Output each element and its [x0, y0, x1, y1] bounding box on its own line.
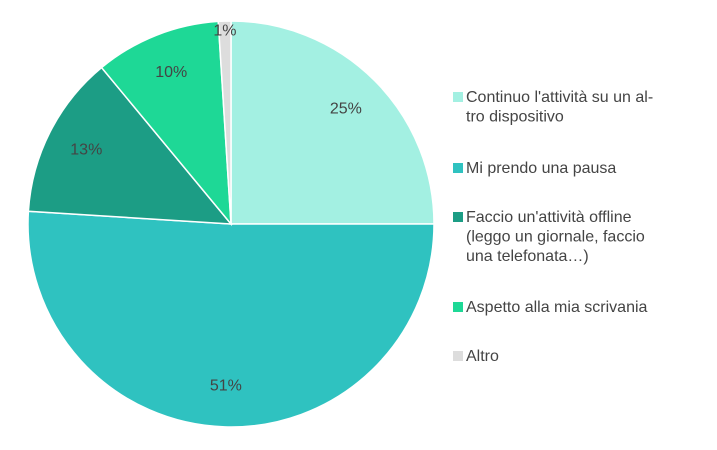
legend-label-pausa: Mi prendo una pausa	[466, 160, 616, 177]
pie-slice-offline	[27, 66, 233, 225]
slice-labels: 25% 51% 13% 10% 1%	[70, 22, 362, 394]
slice-label-pausa: 51%	[210, 378, 242, 395]
pie-slice-altro	[217, 20, 232, 225]
slice-label-scrivania: 10%	[155, 64, 187, 81]
pie-slice-scrivania	[100, 20, 232, 227]
legend-swatch-offline	[453, 212, 463, 222]
pie-slices	[27, 20, 435, 428]
legend-swatch-scrivania	[453, 302, 463, 312]
slice-label-altro: 1%	[213, 22, 236, 39]
slice-label-offline: 13%	[70, 141, 102, 158]
legend-label-offline: Faccio un'attività offline (leggo un gior…	[466, 209, 645, 265]
legend-swatch-pausa	[453, 163, 463, 173]
slice-label-continuo: 25%	[330, 100, 362, 117]
legend-swatch-continuo	[453, 92, 463, 102]
pie-slice-continuo	[230, 20, 435, 225]
legend-swatch-altro	[453, 351, 463, 361]
legend-label-continuo: Continuo l'attività su un al-tro disposi…	[466, 89, 653, 126]
legend-label-scrivania: Aspetto alla mia scrivania	[466, 299, 648, 316]
legend: Continuo l'attività su un al-tro disposi…	[453, 89, 653, 365]
legend-label-altro: Altro	[466, 348, 499, 365]
pie-slice-pausa	[27, 210, 435, 428]
